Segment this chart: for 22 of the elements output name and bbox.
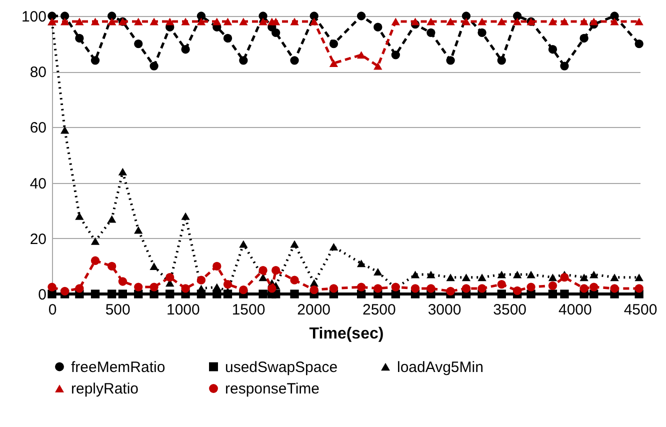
legend-label: usedSwapSpace (225, 358, 338, 376)
y-tick-label: 80 (30, 64, 46, 82)
x-tick-label: 3000 (428, 302, 462, 318)
legend-label: loadAvg5Min (397, 358, 484, 376)
x-tick-label: 1000 (166, 302, 200, 318)
x-tick-label: 1500 (232, 302, 266, 318)
y-tick-label: 20 (30, 230, 46, 248)
x-tick-label: 4500 (624, 302, 658, 318)
x-tick-label: 2000 (297, 302, 331, 318)
legend-label: responseTime (225, 380, 320, 398)
y-tick-label: 100 (21, 8, 46, 26)
x-tick-label: 2500 (362, 302, 396, 318)
x-tick-label: 0 (48, 302, 57, 318)
y-tick-label: 0 (38, 286, 46, 304)
y-tick-label: 60 (30, 120, 46, 137)
legend-label: freeMemRatio (71, 358, 166, 376)
x-tick-label: 3500 (493, 302, 527, 318)
x-tick-label: 500 (105, 302, 130, 318)
y-tick-label: 40 (30, 175, 46, 192)
legend-label: replyRatio (71, 380, 139, 398)
x-tick-label: 4000 (558, 302, 592, 318)
x-axis-title: Time(sec) (309, 326, 384, 342)
